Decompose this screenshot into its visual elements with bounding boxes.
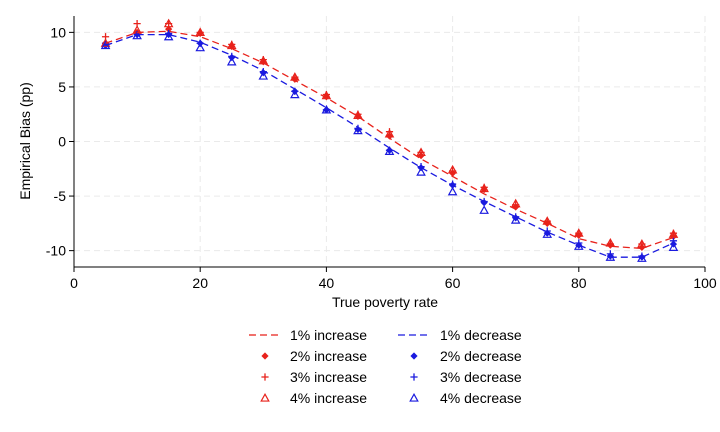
series-2pct-decrease — [101, 30, 678, 261]
data-point — [573, 228, 584, 237]
legend-item-3pct-decrease: 3% decrease — [410, 369, 522, 385]
series-3pct-increase — [101, 20, 678, 248]
series-4pct-decrease — [100, 30, 679, 262]
plot-area — [100, 18, 679, 262]
y-tick-label: 10 — [50, 24, 66, 40]
data-point — [416, 147, 426, 157]
legend-label: 3% decrease — [440, 369, 522, 385]
legend-item-1pct-increase: 1% increase — [249, 327, 367, 343]
x-tick-label: 100 — [693, 275, 717, 291]
data-point — [353, 125, 363, 135]
data-point — [542, 229, 553, 238]
data-point — [384, 128, 395, 138]
data-point — [165, 25, 173, 33]
legend-swatch — [410, 352, 418, 360]
data-point — [637, 239, 647, 248]
data-point — [447, 186, 458, 196]
y-tick-label: -10 — [46, 243, 66, 259]
x-tick-label: 0 — [70, 275, 78, 291]
legend-label: 1% decrease — [440, 327, 522, 343]
data-point — [258, 70, 269, 80]
series-3pct-decrease — [101, 29, 678, 260]
legend-item-4pct-increase: 4% increase — [260, 390, 367, 406]
y-tick-label: -5 — [54, 188, 67, 204]
legend-label: 2% decrease — [440, 348, 522, 364]
y-tick-label: 0 — [58, 134, 66, 150]
data-point — [668, 229, 679, 238]
data-point — [637, 253, 647, 262]
data-point — [510, 215, 521, 224]
data-point — [226, 40, 237, 50]
x-tick-label: 20 — [192, 275, 208, 291]
data-point — [510, 198, 521, 208]
data-point — [163, 18, 174, 28]
x-tick-label: 40 — [319, 275, 335, 291]
data-point — [226, 56, 237, 66]
data-point — [258, 55, 269, 65]
series-line — [105, 33, 674, 258]
data-point — [447, 164, 458, 174]
legend-item-2pct-increase: 2% increase — [261, 348, 367, 364]
data-point — [132, 25, 142, 34]
legend-swatch — [261, 352, 269, 360]
data-point — [542, 216, 553, 225]
legend-label: 4% increase — [290, 390, 367, 406]
legend-swatch — [261, 373, 269, 381]
data-point — [290, 89, 300, 99]
data-point — [353, 110, 363, 119]
legend-swatch — [410, 373, 418, 381]
legend-item-1pct-decrease: 1% decrease — [398, 327, 522, 343]
legend-label: 3% increase — [290, 369, 367, 385]
data-point — [605, 237, 616, 247]
x-axis-title: True poverty rate — [332, 294, 438, 310]
data-point — [163, 31, 174, 41]
legend-label: 1% increase — [290, 327, 367, 343]
data-point — [479, 183, 489, 193]
legend-item-3pct-increase: 3% increase — [261, 369, 367, 385]
x-tick-label: 60 — [445, 275, 461, 291]
data-point — [321, 90, 332, 100]
data-point — [195, 27, 206, 37]
legend-swatch — [409, 392, 419, 402]
data-point — [668, 242, 679, 251]
data-point — [132, 30, 142, 40]
series-line — [105, 30, 674, 250]
y-tick-label: 5 — [58, 79, 66, 95]
legend: 1% increase 2% increase 3% increase 4% incr… — [249, 327, 522, 406]
legend-label: 4% decrease — [440, 390, 522, 406]
legend-swatch — [260, 392, 270, 402]
legend-item-2pct-decrease: 2% decrease — [410, 348, 522, 364]
series-1pct-decrease — [105, 33, 674, 258]
data-point — [479, 205, 489, 214]
grid — [73, 16, 706, 267]
data-point — [384, 146, 395, 155]
data-point — [416, 167, 426, 176]
y-axis-title: Empirical Bias (pp) — [17, 82, 33, 199]
series-1pct-increase — [105, 30, 674, 250]
x-tick-label: 80 — [571, 275, 587, 291]
legend-item-4pct-decrease: 4% decrease — [409, 390, 522, 406]
legend-label: 2% increase — [290, 348, 367, 364]
data-point — [195, 42, 206, 52]
